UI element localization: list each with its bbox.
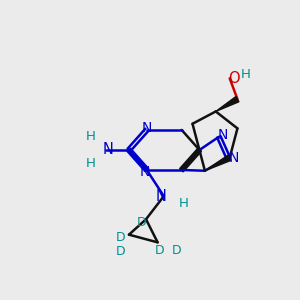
Text: N: N xyxy=(142,121,152,135)
Polygon shape xyxy=(205,155,231,171)
Text: H: H xyxy=(85,130,95,142)
Text: N: N xyxy=(229,151,239,165)
Text: H: H xyxy=(240,68,250,81)
Text: H: H xyxy=(85,157,95,170)
Text: N: N xyxy=(156,189,167,204)
Text: D: D xyxy=(136,216,146,229)
Text: N: N xyxy=(139,165,150,179)
Text: D: D xyxy=(116,231,125,244)
Polygon shape xyxy=(216,97,239,112)
Text: H: H xyxy=(179,197,189,210)
Text: O: O xyxy=(228,71,240,86)
Text: N: N xyxy=(103,142,113,158)
Text: N: N xyxy=(217,128,227,142)
Text: D: D xyxy=(172,244,182,256)
Text: D: D xyxy=(155,244,165,256)
Text: D: D xyxy=(116,245,125,258)
